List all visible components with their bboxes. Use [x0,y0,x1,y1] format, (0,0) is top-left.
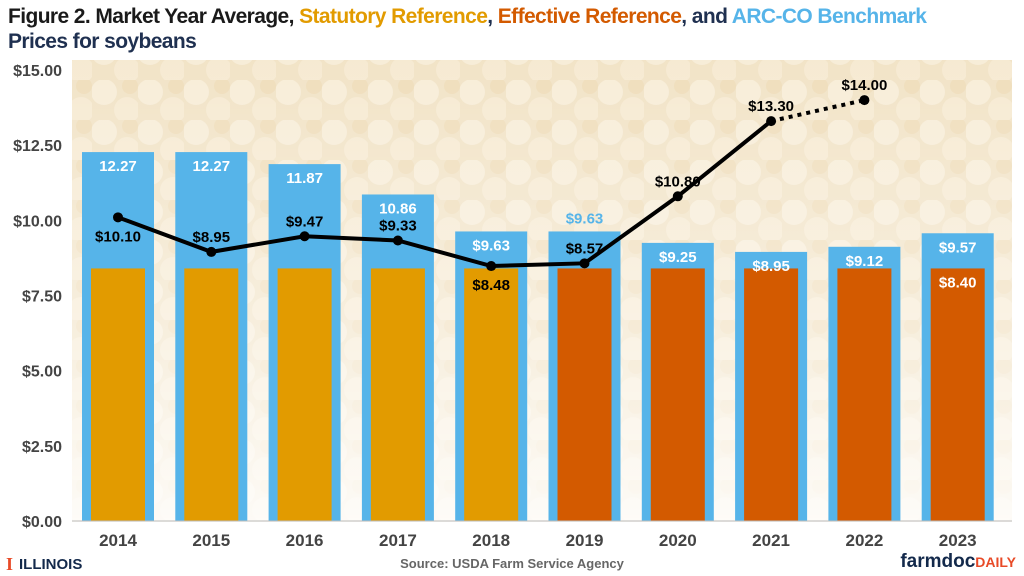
statutory-reference-bar [370,268,425,521]
y-tick-label: $5.00 [22,364,62,381]
illinois-logo: I ILLINOIS [6,554,82,575]
arc-benchmark-label: 10.86 [379,200,417,217]
x-tick-label: 2023 [939,531,977,550]
y-tick-label: $2.50 [22,439,62,456]
arc-benchmark-label: 11.87 [286,170,323,187]
statutory-reference-bar [91,268,145,521]
x-tick-label: 2017 [379,531,417,550]
chart-title: Figure 2. Market Year Average, Statutory… [8,4,927,54]
farmdoc-daily-logo: farmdocDAILY [900,551,1016,573]
y-tick-label: $10.00 [13,213,62,230]
logo-farmdoc: farmdoc [900,551,976,572]
effective-reference-bar [650,268,705,521]
title-line2: Prices for soybeans [8,30,197,53]
x-tick-label: 2021 [752,531,790,550]
mya-label: $9.47 [286,213,324,230]
illinois-i-icon: I [6,554,14,574]
x-tick-label: 2016 [286,531,324,550]
y-tick-label: $12.50 [13,138,62,155]
y-tick-label: $0.00 [22,514,62,531]
source-note: Source: USDA Farm Service Agency [400,556,624,571]
mya-label: $9.33 [379,217,417,234]
mya-label: $8.57 [566,240,604,257]
arc-benchmark-label: $9.63 [472,237,510,254]
mya-label: $8.95 [193,229,231,246]
illinois-text: ILLINOIS [19,556,83,573]
mya-label: $14.00 [841,77,887,94]
mya-point [486,261,497,272]
mya-point [113,212,123,223]
x-tick-label: 2019 [566,531,604,550]
mya-point [672,191,683,202]
mya-point [859,95,870,106]
effective-reference-label: $8.40 [939,274,977,291]
statutory-reference-bar [277,268,332,521]
mya-point [579,258,590,269]
title-text: Figure 2. Market Year Average, [8,5,300,28]
title-sep: , [487,5,498,28]
effective-reference-bar [744,268,799,521]
mya-projected-line [770,98,865,124]
title-arc: ARC-CO Benchmark [731,5,927,28]
mya-point [206,246,217,257]
mya-point [392,235,403,246]
arc-benchmark-label: $9.12 [846,253,884,270]
y-tick-label: $15.00 [13,63,62,80]
mya-label: $10.80 [655,173,701,190]
x-tick-label: 2022 [845,531,883,550]
mya-point [299,231,310,242]
statutory-reference-bar [464,268,519,521]
logo-daily: DAILY [975,554,1016,570]
arc-benchmark-label: 12.27 [193,158,231,175]
mya-line [117,119,773,269]
arc-benchmark-label: $8.95 [752,258,790,275]
arc-benchmark-label: $9.57 [939,239,977,256]
mya-label: $8.48 [472,277,510,294]
effective-reference-bar [837,268,892,521]
x-tick-label: 2020 [659,531,697,550]
title-statutory: Statutory Reference [299,5,488,28]
effective-reference-bar [930,268,985,521]
arc-benchmark-label: $9.25 [659,249,697,266]
x-tick-label: 2018 [472,531,510,550]
x-tick-label: 2014 [99,531,137,550]
statutory-reference-bar [184,268,239,521]
arc-benchmark-label: $9.63 [566,210,604,227]
x-tick-label: 2015 [192,531,230,550]
mya-point [766,116,777,127]
mya-label: $13.30 [748,98,794,115]
title-effective: Effective Reference [497,5,682,28]
mya-label: $10.10 [95,228,141,245]
effective-reference-bar [557,268,612,521]
y-tick-label: $7.50 [22,289,62,306]
arc-benchmark-label: 12.27 [99,158,137,175]
title-sep: , and [681,5,732,28]
